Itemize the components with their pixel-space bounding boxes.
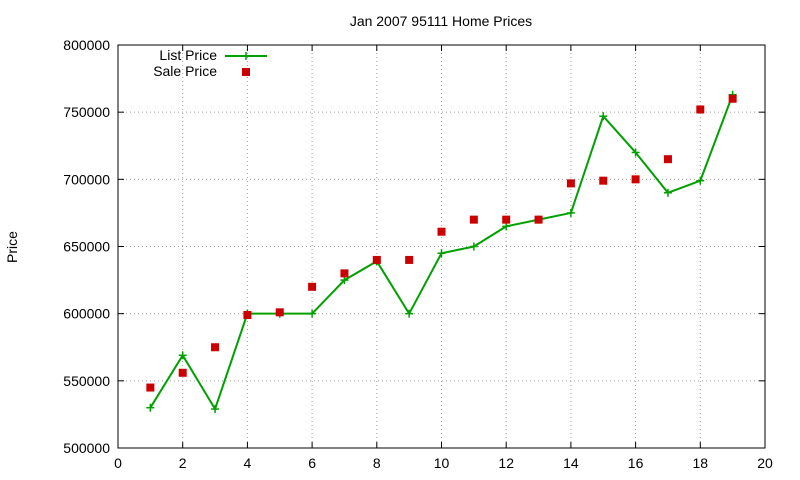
data-point-list-price [211,405,220,414]
data-point-sale-price [308,282,317,291]
legend-swatch-sale-price [242,68,250,76]
x-tick-label: 0 [114,455,122,471]
grid [118,45,765,448]
data-point-sale-price [437,227,446,236]
legend-marker-list-price [242,52,250,60]
x-tick-label: 10 [434,455,450,471]
data-point-sale-price [566,179,575,188]
x-tick-label: 4 [244,455,252,471]
data-point-list-price [178,351,187,360]
data-point-sale-price [211,343,220,352]
x-tick-label: 16 [628,455,644,471]
legend-label-sale-price: Sale Price [153,63,217,79]
legend-label-list-price: List Price [159,47,217,63]
data-point-sale-price [631,175,640,184]
data-point-sale-price [178,368,187,377]
data-point-sale-price [599,176,608,185]
x-tick-label: 20 [757,455,773,471]
data-point-list-price [696,176,705,185]
data-point-list-price [663,188,672,197]
y-axis-label: Price [4,231,20,263]
y-tick-label: 550000 [63,373,110,389]
chart-title: Jan 2007 95111 Home Prices [350,13,532,29]
data-point-sale-price [469,215,478,224]
data-point-list-price [631,148,640,157]
y-tick-label: 750000 [63,104,110,120]
data-point-sale-price [405,255,414,264]
data-point-list-price [469,242,478,251]
data-point-list-price [566,208,575,217]
data-point-list-price [308,309,317,318]
y-tick-label: 700000 [63,171,110,187]
x-tick-label: 14 [563,455,579,471]
data-point-sale-price [534,215,543,224]
series-layer [146,90,737,414]
x-tick-label: 6 [308,455,316,471]
data-point-sale-price [663,155,672,164]
axis-ticks: 0 2 4 6 8 10 12 14 16 18 20 500000 550000 600000 65000… [63,37,773,471]
data-point-sale-price [502,215,511,224]
x-tick-label: 18 [693,455,709,471]
x-tick-label: 12 [498,455,514,471]
data-point-sale-price [696,105,705,114]
y-tick-label: 650000 [63,239,110,255]
data-point-list-price [599,112,608,121]
data-point-list-price [405,309,414,318]
y-tick-label: 800000 [63,37,110,53]
data-point-list-price [502,222,511,231]
data-point-list-price [340,276,349,285]
data-point-sale-price [340,269,349,278]
y-tick-label: 600000 [63,306,110,322]
y-tick-label: 500000 [63,440,110,456]
data-point-sale-price [243,311,252,320]
x-tick-label: 2 [179,455,187,471]
data-point-sale-price [275,308,284,317]
x-tick-label: 8 [373,455,381,471]
data-point-list-price [437,249,446,258]
data-point-sale-price [728,94,737,103]
data-point-sale-price [372,255,381,264]
data-point-list-price [146,403,155,412]
data-point-sale-price [146,383,155,392]
legend: List Price Sale Price [153,47,267,79]
